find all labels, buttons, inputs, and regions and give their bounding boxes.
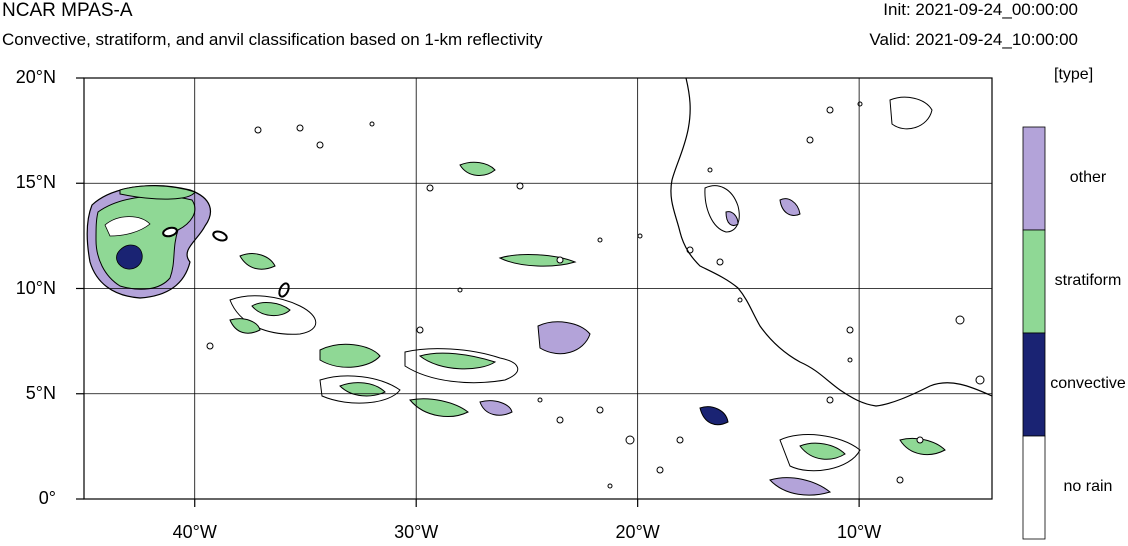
axis-ticks [76, 77, 860, 507]
lat-label: 0° [38, 488, 56, 508]
legend-label: other [1069, 168, 1107, 186]
scattered-cells [206, 101, 985, 489]
map-subtitle: Convective, stratiform, and anvil classi… [2, 30, 543, 49]
legend-title: [type] [1054, 66, 1094, 83]
legend-label: convective [1050, 374, 1126, 392]
lon-label: 40°W [172, 522, 217, 542]
legend-swatch [1022, 229, 1046, 334]
storm-convective-core [116, 244, 143, 270]
lon-label: 10°W [837, 522, 882, 542]
graticule [84, 78, 992, 499]
map-title: NCAR MPAS-A [2, 0, 133, 21]
rain-band-cells [119, 161, 591, 417]
lat-label: 5°N [25, 382, 56, 403]
lon-label: 30°W [394, 522, 439, 542]
legend-label: no rain [1063, 477, 1113, 495]
valid-time: Valid: 2021-09-24_10:00:00 [869, 30, 1078, 49]
map-field-layer [86, 78, 992, 496]
legend-colorbar [1022, 126, 1046, 540]
legend-swatch [1022, 126, 1046, 231]
lat-label: 15°N [15, 172, 56, 193]
east-cells [699, 96, 946, 496]
legend-swatch [1022, 332, 1046, 437]
lat-label: 10°N [15, 277, 56, 298]
legend-swatch [1022, 435, 1046, 540]
storm-inner-rain [104, 216, 151, 237]
init-time: Init: 2021-09-24_00:00:00 [883, 0, 1078, 19]
lon-label: 20°W [615, 522, 660, 542]
legend-label: stratiform [1054, 271, 1122, 289]
lat-label: 20°N [15, 67, 56, 87]
africa-coastline [670, 78, 992, 407]
